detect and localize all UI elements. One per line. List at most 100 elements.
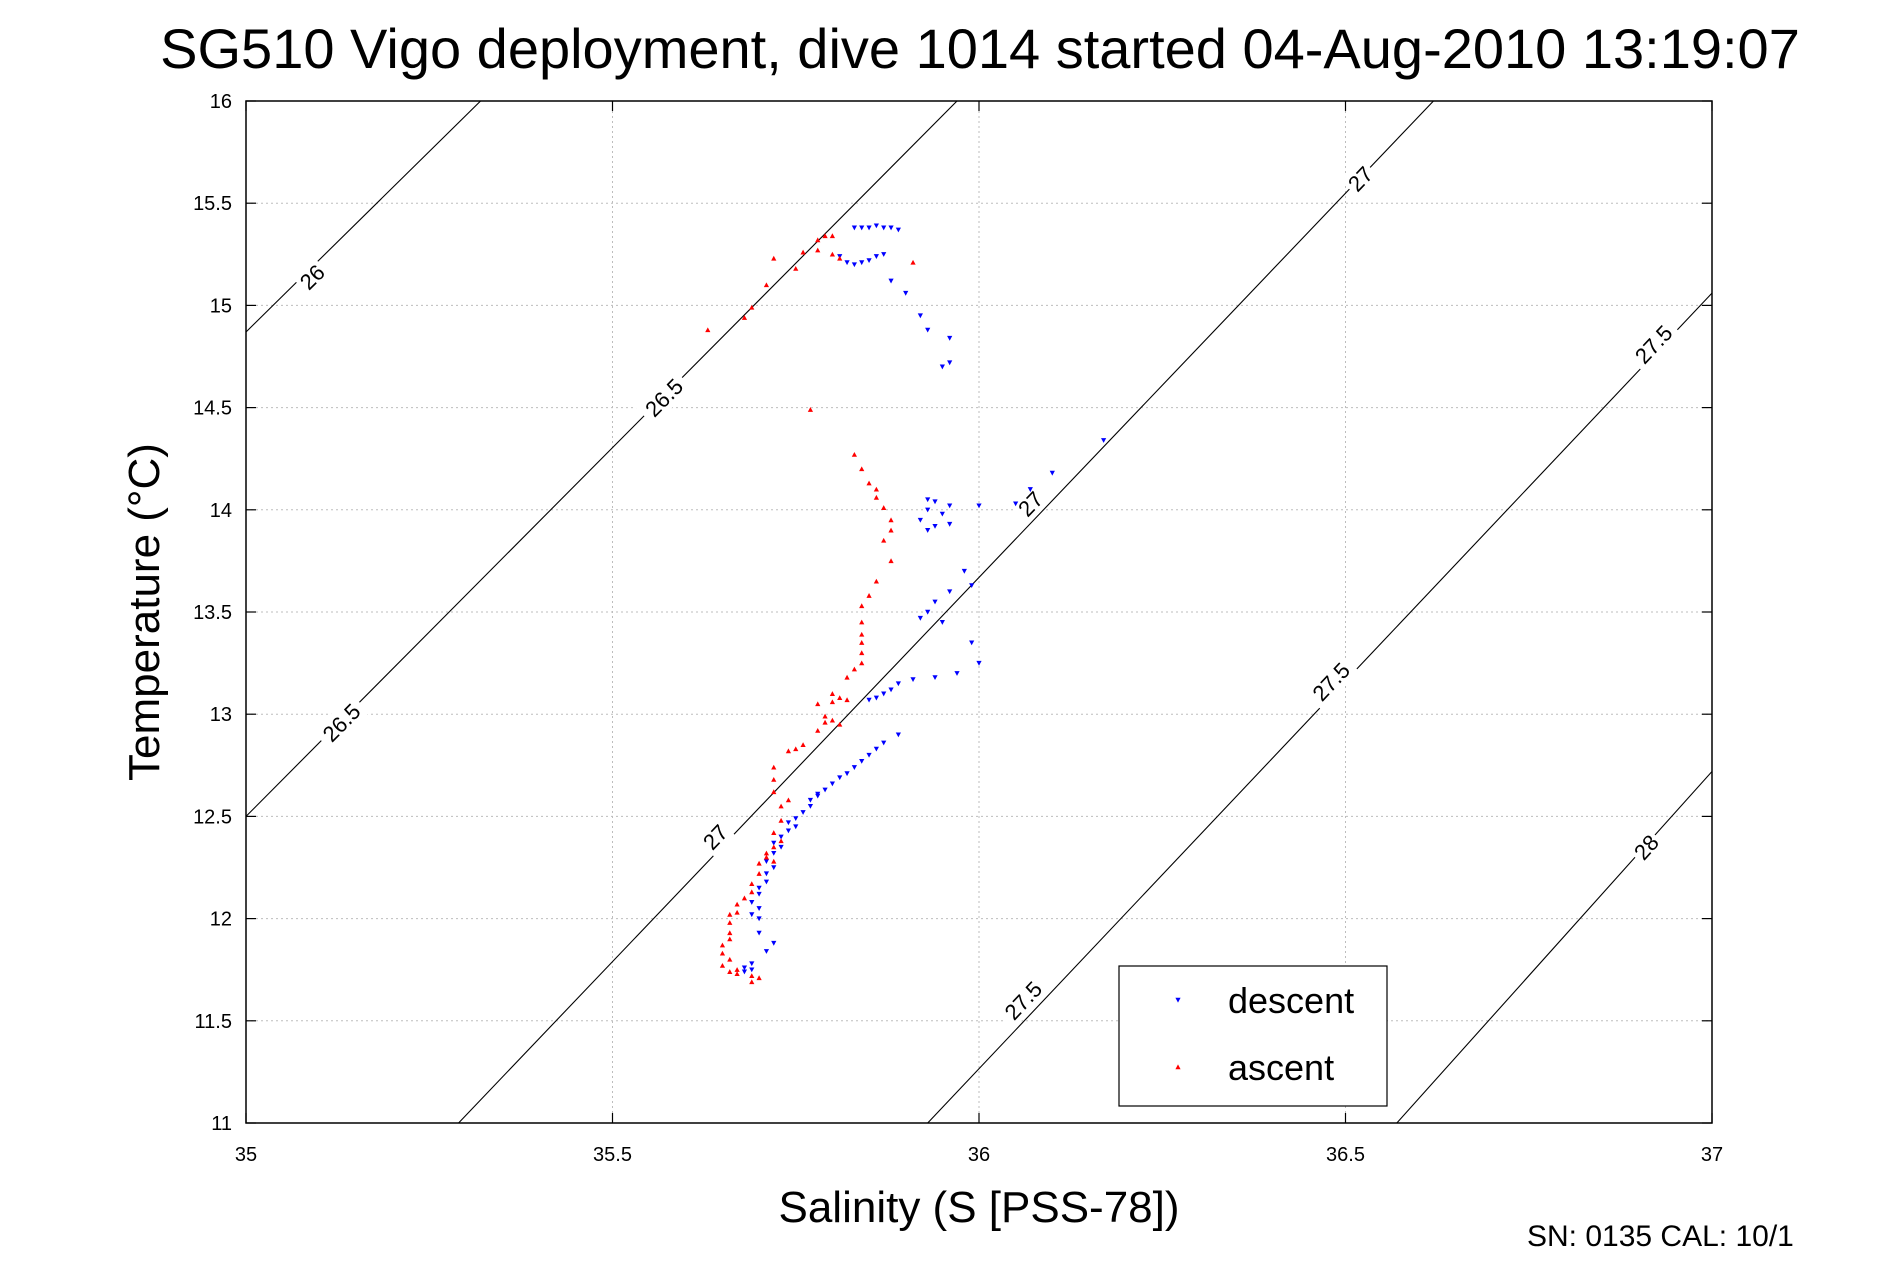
ascent-legend-label: ascent [1228,1047,1334,1088]
y-tick-label: 11.5 [195,1011,232,1033]
y-tick-label: 14 [210,500,232,522]
descent-point [815,793,821,799]
ascent-point [778,803,784,809]
descent-point [807,803,814,809]
y-tick-label: 14.5 [193,398,232,420]
descent-point [749,967,755,973]
descent-point [749,912,755,918]
descent-point [954,671,960,676]
descent-point [895,681,901,687]
ascent-point [727,930,733,936]
descent-point [763,871,770,877]
density-contour-26-5 [246,101,958,817]
ascent-point [719,963,726,968]
data-points [705,223,1107,985]
descent-point [932,523,938,529]
descent-point [771,865,777,871]
descent-point [881,252,887,257]
y-tick-label: 16 [210,91,232,113]
descent-point [778,834,784,840]
descent-point [778,844,784,850]
ascent-point [800,742,806,748]
ascent-point [815,247,821,253]
ascent-point [749,304,755,310]
descent-point [947,360,953,366]
descent-point [917,517,923,523]
ascent-point [727,911,733,917]
ascent-point [851,666,857,672]
descent-point [947,521,953,527]
descent-point [859,260,865,266]
ascent-point [881,537,887,543]
ascent-point [866,593,872,598]
ascent-point [785,797,792,803]
descent-point [910,677,916,683]
ascent-point [807,407,814,412]
ascent-point [749,889,755,895]
contour-label-background [994,971,1051,1029]
descent-point [873,223,879,229]
descent-point [749,961,755,967]
x-tick-label: 36 [968,1144,990,1166]
ascent-point [859,640,865,645]
descent-point [844,260,850,266]
legend: descent ascent [1118,965,1388,1107]
contour-label: 26.5 [313,694,370,751]
y-tick-label: 11 [211,1113,232,1135]
descent-point [763,879,770,885]
ascent-point [888,558,894,564]
ascent-point [771,789,777,795]
descent-point [837,775,843,781]
descent-point [866,752,872,758]
ascent-point [859,619,865,625]
ascent-point [727,936,733,942]
x-axis-label: Salinity (S [PSS-78]) [778,1183,1179,1232]
ascent-point [771,764,777,770]
descent-point [822,787,828,793]
ascent-legend-marker [1175,1064,1181,1070]
descent-point [1013,501,1019,507]
y-tick-label: 15 [210,295,232,317]
contour-label-background [1626,827,1666,867]
descent-point [793,816,799,822]
descent-point [903,290,909,296]
ascent-point [763,850,770,856]
ascent-point [741,315,748,320]
ascent-point [756,975,762,981]
contour-label-background [1010,483,1051,524]
legend-box [1118,965,1388,1107]
descent-point [895,732,901,738]
contour-label: 26 [292,256,332,297]
descent-point [756,906,762,911]
descent-point [969,640,975,646]
ascent-point [800,249,806,255]
descent-point [873,746,879,752]
y-tick-label: 12.5 [193,806,232,828]
descent-point [866,225,872,231]
ascent-point [829,691,835,696]
ascent-point [829,699,835,705]
ascent-point [837,721,843,727]
y-tick-label: 13.5 [193,602,232,624]
axis-ticks: 35 35.5 36 36.5 37 11 11.5 12 12.5 13 13.5 14 14.5 15… [193,91,1723,1166]
y-tick-label: 15.5 [193,193,232,215]
density-contour-28 [1396,771,1712,1123]
ascent-point [829,233,835,239]
contour-label-text: 27 [1013,487,1048,522]
descent-point [800,810,806,815]
descent-point [866,697,872,703]
ascent-point [734,909,740,915]
ascent-point [822,719,828,725]
descent-point [881,225,887,231]
contour-label-background [1625,315,1682,373]
descent-point [925,609,931,615]
ascent-point [888,527,894,533]
descent-point [866,258,872,264]
ascent-point [785,748,792,754]
descent-point [851,765,857,770]
descent-point [932,499,938,505]
descent-point [851,225,857,231]
contour-label-background [635,369,693,426]
